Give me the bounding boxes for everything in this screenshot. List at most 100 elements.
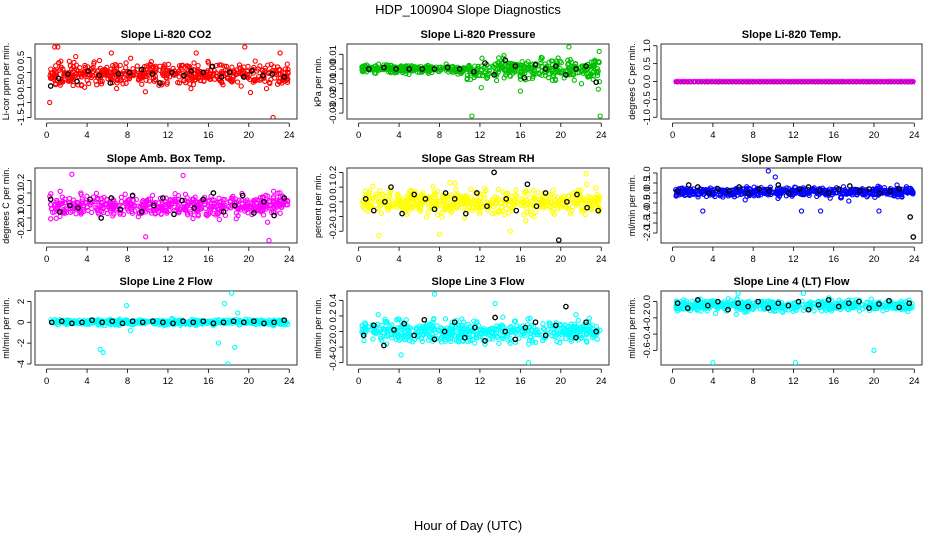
data-point — [417, 208, 424, 214]
data-point — [540, 200, 546, 206]
data-point — [540, 320, 546, 327]
x-tick-label: 4 — [396, 130, 401, 141]
data-point — [157, 195, 164, 201]
y-tick-label: 0.5 — [16, 51, 27, 64]
reference-point — [251, 318, 257, 325]
reference-point — [411, 332, 418, 339]
reference-point — [474, 190, 480, 196]
overlay-point: x — [842, 78, 846, 87]
data-point — [368, 198, 374, 204]
data-point — [277, 210, 283, 216]
panel-title: Slope Amb. Box Temp. — [107, 153, 226, 165]
data-point — [228, 319, 234, 325]
data-point — [369, 183, 376, 190]
x-tick-label: 20 — [556, 376, 567, 387]
outlier-point — [376, 232, 382, 239]
panel-4: Slope Amb. Box Temp.degrees C per min.0 4… — [1, 153, 298, 265]
data-point — [573, 199, 579, 206]
data-point — [790, 191, 796, 198]
reference-point — [573, 334, 579, 341]
data-point — [404, 211, 410, 217]
outlier-point — [277, 50, 283, 56]
data-point — [266, 317, 272, 323]
data-point — [440, 206, 447, 213]
data-point — [485, 72, 491, 78]
data-point — [257, 63, 263, 69]
data-point — [579, 206, 585, 213]
data-point — [108, 206, 114, 212]
outlier-point — [846, 198, 852, 204]
data-point — [453, 337, 460, 343]
plot-frame — [34, 43, 298, 120]
data-point — [362, 188, 368, 194]
y-tick-label: -0.5 — [16, 79, 27, 95]
reference-point — [542, 332, 549, 339]
data-point — [233, 71, 239, 78]
overlay-point: x — [805, 78, 809, 87]
reference-point — [685, 182, 692, 188]
reference-point — [533, 203, 540, 210]
data-point — [78, 74, 85, 80]
y-tick-label: -1.5 — [16, 109, 27, 125]
data-point — [529, 61, 535, 67]
y-tick-label: 0.4 — [328, 294, 339, 307]
reference-point — [593, 328, 600, 335]
outlier-point — [193, 50, 199, 56]
data-point — [515, 327, 521, 333]
data-point — [536, 204, 542, 210]
overlay-point: x — [887, 78, 891, 87]
data-point — [499, 65, 505, 71]
data-point — [709, 78, 715, 85]
data-point — [866, 78, 872, 85]
data-point — [216, 195, 222, 201]
reference-point — [399, 210, 405, 217]
data-point — [863, 187, 869, 193]
data-point — [364, 201, 370, 207]
reference-point — [775, 182, 782, 188]
data-point — [70, 82, 76, 89]
data-point — [370, 195, 376, 201]
overlay-point: x — [794, 78, 798, 87]
x-tick-label: 20 — [244, 130, 255, 141]
data-point — [712, 186, 718, 192]
data-point — [482, 341, 488, 347]
overlay-point: x — [732, 78, 736, 87]
data-point — [256, 204, 263, 210]
data-point — [530, 203, 537, 209]
x-tick-label: 8 — [751, 254, 756, 265]
reference-point — [524, 181, 531, 188]
outlier-point — [798, 208, 805, 214]
data-point — [125, 320, 131, 326]
y-tick-label: -0.2 — [16, 222, 27, 238]
data-point — [910, 78, 916, 85]
outlier-point — [123, 302, 130, 309]
data-point — [371, 330, 377, 336]
data-point — [595, 68, 601, 74]
reference-point — [472, 324, 478, 331]
outlier-point — [100, 349, 106, 356]
data-point — [205, 58, 211, 65]
data-point — [719, 190, 726, 196]
reference-point — [85, 68, 91, 74]
data-point — [546, 320, 552, 326]
y-tick-label: -0.2 — [328, 339, 339, 355]
data-point — [481, 195, 487, 201]
data-point — [507, 73, 514, 79]
reference-point — [381, 342, 387, 349]
outlier-point — [108, 50, 114, 56]
data-point — [734, 78, 740, 85]
data-point — [277, 202, 284, 208]
x-tick-label: 0 — [670, 130, 675, 141]
data-point — [513, 187, 519, 193]
data-point — [440, 198, 446, 205]
data-point — [533, 71, 539, 77]
data-point — [465, 321, 471, 327]
data-point — [513, 68, 519, 75]
outlier-point — [232, 344, 238, 350]
overlay-point: x — [753, 78, 757, 87]
overlay-point: x — [749, 78, 753, 87]
data-point — [397, 326, 404, 332]
data-point — [57, 188, 63, 194]
reference-point — [190, 319, 197, 326]
